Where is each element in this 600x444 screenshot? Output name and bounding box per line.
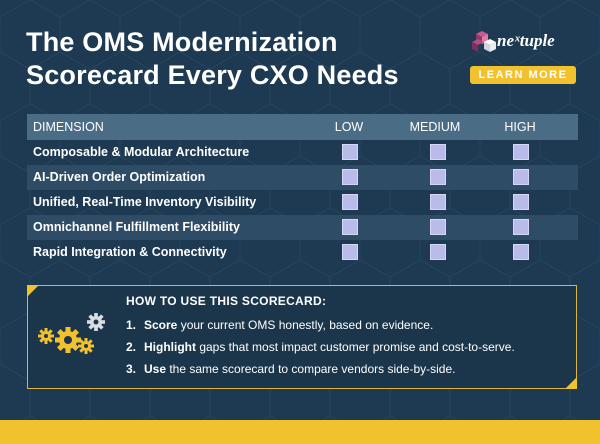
dimension-label: AI-Driven Order Optimization <box>33 170 206 184</box>
table-row: Composable & Modular Architecture <box>27 140 578 165</box>
low-checkbox[interactable] <box>342 219 358 235</box>
step-number: 2. <box>126 340 137 354</box>
how-to-use-panel: HOW TO USE THIS SCORECARD: 1. Score your … <box>27 285 577 389</box>
title-line-1: The OMS Modernization <box>26 27 338 57</box>
high-checkbox[interactable] <box>513 144 529 160</box>
table-row: AI-Driven Order Optimization <box>27 165 578 190</box>
column-header-high: HIGH <box>504 120 536 134</box>
high-checkbox[interactable] <box>513 244 529 260</box>
medium-checkbox[interactable] <box>430 244 446 260</box>
medium-checkbox[interactable] <box>430 169 446 185</box>
low-checkbox[interactable] <box>342 194 358 210</box>
footer-accent-bar <box>0 420 600 444</box>
cube-cluster-icon <box>472 31 496 52</box>
table-header-row: DIMENSION LOW MEDIUM HIGH <box>27 114 578 140</box>
page-title: The OMS Modernization Scorecard Every CX… <box>26 26 399 92</box>
how-to-use-title: HOW TO USE THIS SCORECARD: <box>126 294 327 308</box>
dimension-label: Rapid Integration & Connectivity <box>33 245 227 259</box>
step-keyword: Highlight <box>144 340 196 354</box>
step-text: the same scorecard to compare vendors si… <box>166 362 456 376</box>
medium-checkbox[interactable] <box>430 144 446 160</box>
medium-checkbox[interactable] <box>430 194 446 210</box>
step-item-3: 3. Use the same scorecard to compare vend… <box>126 362 455 376</box>
high-checkbox[interactable] <box>513 219 529 235</box>
low-checkbox[interactable] <box>342 144 358 160</box>
step-keyword: Score <box>144 318 178 332</box>
medium-checkbox[interactable] <box>430 219 446 235</box>
corner-accent-top-left <box>27 285 39 297</box>
high-checkbox[interactable] <box>513 194 529 210</box>
step-item-1: 1. Score your current OMS honestly, based… <box>126 318 433 332</box>
high-checkbox[interactable] <box>513 169 529 185</box>
table-row: Unified, Real-Time Inventory Visibility <box>27 190 578 215</box>
logo-wordmark: neˣtuple <box>497 31 555 50</box>
step-item-2: 2. Highlight gaps that most impact custom… <box>126 340 515 354</box>
dimension-label: Unified, Real-Time Inventory Visibility <box>33 195 257 209</box>
step-number: 3. <box>126 362 137 376</box>
gears-icon <box>38 313 105 354</box>
step-text: your current OMS honestly, based on evid… <box>177 318 434 332</box>
step-text: gaps that most impact customer promise a… <box>195 340 515 354</box>
dimension-label: Omnichannel Fulfillment Flexibility <box>33 220 240 234</box>
table-row: Omnichannel Fulfillment Flexibility <box>27 215 578 240</box>
low-checkbox[interactable] <box>342 244 358 260</box>
dimension-label: Composable & Modular Architecture <box>33 145 250 159</box>
low-checkbox[interactable] <box>342 169 358 185</box>
table-row: Rapid Integration & Connectivity <box>27 240 578 265</box>
column-header-medium: MEDIUM <box>409 120 461 134</box>
scorecard-table: DIMENSION LOW MEDIUM HIGH Composable & M… <box>27 114 578 265</box>
step-keyword: Use <box>144 362 167 376</box>
corner-accent-bottom-right <box>565 377 577 389</box>
learn-more-button[interactable]: LEARN MORE <box>470 66 576 84</box>
step-number: 1. <box>126 318 137 332</box>
title-line-2: Scorecard Every CXO Needs <box>26 60 399 90</box>
column-header-dimension: DIMENSION <box>33 120 104 134</box>
column-header-low: LOW <box>334 120 364 134</box>
